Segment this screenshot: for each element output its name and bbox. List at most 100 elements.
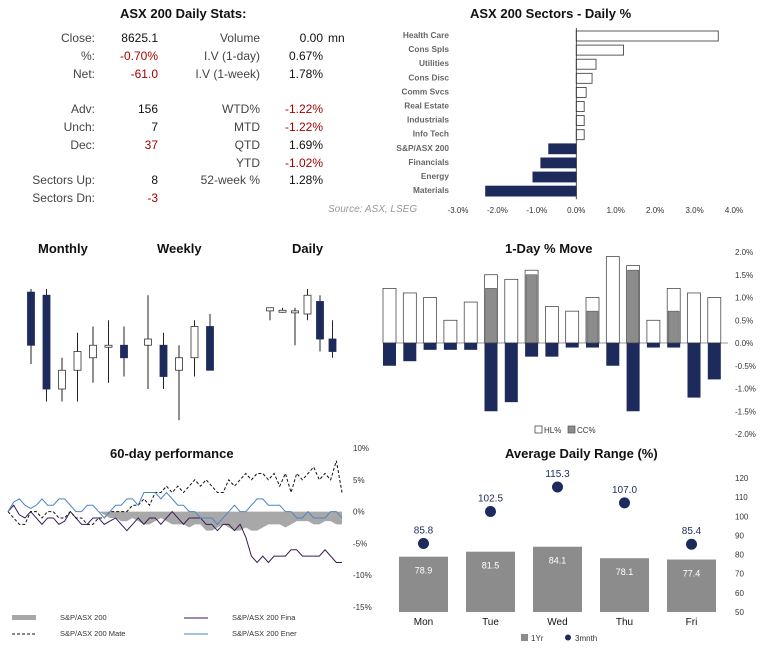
sector-bar (575, 115, 585, 126)
legend-hl-swatch (534, 425, 543, 434)
y-tick-label: 0.5% (735, 316, 753, 325)
dot-3mnth-label: 107.0 (612, 485, 637, 496)
hl-bar (504, 278, 519, 344)
low-bar (565, 343, 579, 348)
sector-bar (575, 87, 587, 98)
low-bar (626, 343, 640, 412)
sector-label: Cons Spls (408, 44, 449, 54)
sector-bar (575, 101, 585, 112)
daily-title: Daily (292, 241, 324, 256)
y-tick-label: 10% (353, 444, 369, 453)
x-tick-label: 2.0% (646, 206, 664, 215)
x-tick-label: -3.0% (448, 206, 469, 215)
sector-label: Health Care (403, 30, 449, 40)
y-tick-label: 120 (735, 474, 749, 483)
x-tick-label: 3.0% (685, 206, 703, 215)
candle-body (27, 291, 35, 346)
adr-title: Average Daily Range (%) (505, 446, 658, 461)
sector-bar (540, 157, 577, 169)
category-label: Mon (414, 617, 433, 628)
sector-bar (575, 44, 625, 56)
y-tick-label: 1.0% (735, 294, 753, 303)
stat-label: %: (80, 48, 95, 63)
adr-chart: 120 110 100 90 80 70 60 50 78.9 85.8 Mon 81.5 102.5 T… (399, 469, 749, 643)
monthly-title: Monthly (38, 241, 88, 256)
dot-3mnth-label: 102.5 (478, 494, 503, 505)
stat-label: I.V (1-week) (195, 66, 260, 81)
sectors-title: ASX 200 Sectors - Daily % (470, 6, 632, 21)
candle-body (303, 294, 312, 315)
legend-1yr-label: 1Yr (531, 634, 544, 643)
stat-label: Net: (72, 66, 95, 81)
bar-1yr-label: 84.1 (549, 556, 567, 566)
candle-body (206, 326, 214, 371)
low-bar (484, 343, 498, 412)
hl-bar (565, 310, 580, 344)
y-tick-label: -1.0% (735, 385, 756, 394)
sector-bar (485, 185, 577, 197)
bar-1yr (667, 559, 716, 612)
y-tick-label: 1.5% (735, 271, 753, 280)
low-bar (403, 343, 417, 362)
category-label: Wed (547, 617, 567, 628)
sector-label: Utilities (419, 58, 449, 68)
category-label: Thu (616, 617, 633, 628)
stats-title: ASX 200 Daily Stats: (120, 6, 247, 21)
bar-1yr-label: 81.5 (482, 561, 500, 571)
stat-value: -1.22% (284, 102, 323, 117)
sectors-chart: Health Care Cons Spls Utilities Cons Disc Co… (396, 28, 743, 215)
cc-bar (627, 269, 639, 344)
candle-body (58, 369, 66, 390)
sector-label: Comm Svcs (402, 86, 450, 96)
stat-label: QTD (234, 137, 260, 152)
dot-3mnth-label: 115.3 (545, 469, 570, 480)
stat-value: -1.22% (284, 120, 323, 134)
hl-bar (382, 288, 397, 344)
stat-label: Close: (60, 31, 95, 45)
low-bar (545, 343, 559, 357)
sector-bar (575, 129, 585, 141)
legend-hl-label: HL% (544, 426, 561, 435)
dot-3mnth (485, 506, 496, 517)
bar-1yr (533, 546, 582, 612)
stat-value: 8 (151, 173, 158, 188)
candle-body (144, 338, 152, 346)
category-label: Fri (686, 617, 698, 628)
low-bar (606, 343, 620, 366)
low-bar (687, 343, 701, 398)
x-tick-label: -2.0% (487, 206, 508, 215)
stat-value: 156 (137, 102, 158, 117)
hl-bar (687, 292, 701, 344)
perf-title: 60-day performance (110, 446, 234, 461)
low-bar (443, 343, 457, 350)
series-line (7, 491, 343, 526)
legend-label: S&P/ASX 200 Ener (232, 629, 297, 638)
series-line (7, 460, 343, 525)
bar-1yr (399, 556, 448, 612)
bar-1yr-label: 77.4 (683, 569, 701, 579)
candle-body (73, 351, 82, 371)
legend-label: S&P/ASX 200 Fina (232, 613, 296, 622)
sector-label: Industrials (407, 115, 449, 125)
x-tick-label: 0.0% (567, 206, 585, 215)
candle-body (316, 301, 324, 340)
legend-3mnth-swatch (565, 634, 571, 641)
hl-bar (443, 319, 458, 344)
stat-label: YTD (236, 155, 260, 170)
legend-3mnth-label: 3mnth (575, 634, 597, 643)
sector-label: Financials (408, 157, 449, 167)
stat-value: 0.00 (299, 31, 323, 45)
stat-value: 1.69% (288, 137, 323, 152)
legend-cc-swatch (567, 425, 576, 434)
stat-value: 1.28% (288, 173, 323, 188)
weekly-title: Weekly (157, 241, 202, 256)
cc-bar (586, 310, 599, 344)
area-asx200 (8, 511, 342, 531)
low-bar (586, 343, 599, 348)
low-bar (525, 343, 539, 357)
y-tick-label: 80 (735, 551, 744, 560)
sector-bar (532, 171, 577, 183)
y-tick-label: -15% (353, 603, 372, 612)
low-bar (423, 343, 437, 350)
candle-body (104, 344, 113, 348)
